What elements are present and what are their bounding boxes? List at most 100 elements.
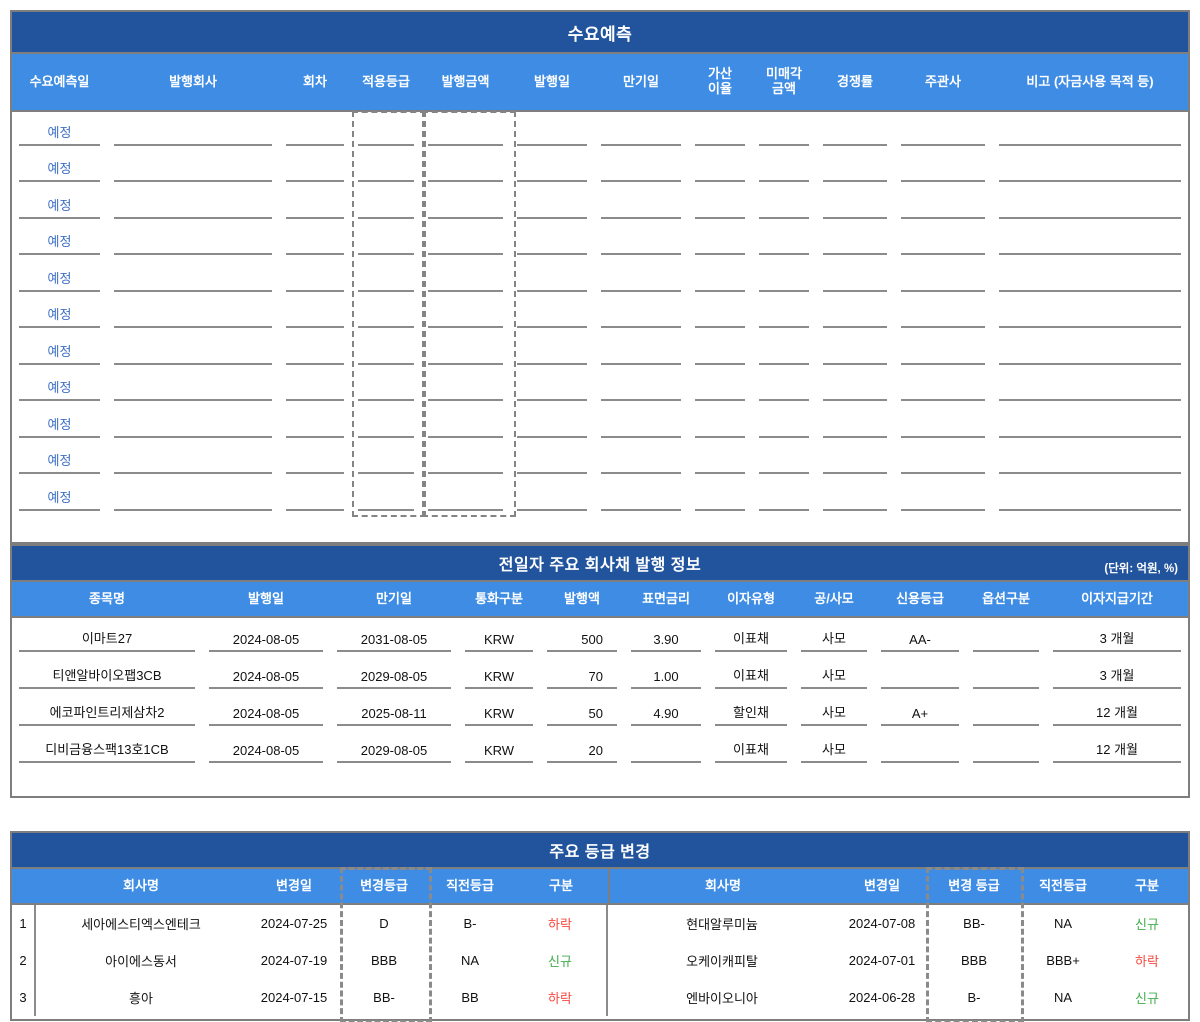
t2-amount-cell: 50: [540, 692, 624, 729]
value: 70: [547, 669, 617, 689]
pending-status: 예정: [19, 158, 100, 183]
t1-cell: [752, 258, 816, 295]
empty-value: [601, 272, 681, 292]
empty-value: [823, 345, 887, 365]
t1-cell: [351, 368, 421, 405]
rating-changes-title: 주요 등급 변경: [12, 833, 1188, 869]
t1-cell: [688, 404, 752, 441]
new-grade: BB-: [963, 916, 985, 931]
t2-bond-name-cell: 이마트27: [12, 618, 202, 655]
t2-currency-cell: KRW: [458, 729, 540, 766]
t2-interest-period-cell: 3 개월: [1046, 655, 1188, 692]
empty-value: [999, 162, 1181, 183]
previous-grade: BBB+: [1046, 953, 1080, 968]
change-type: 하락: [514, 905, 608, 942]
empty-value: [428, 308, 503, 329]
t1-cell: [992, 368, 1188, 405]
value: 12 개월: [1053, 739, 1181, 763]
empty-value: [999, 126, 1181, 146]
t1-cell: [752, 477, 816, 514]
empty-value: [517, 162, 587, 183]
empty-value: [428, 491, 503, 511]
empty-value: [759, 418, 809, 438]
empty-value: [114, 235, 272, 256]
col-header-demand-date: 수요예측일: [29, 73, 90, 89]
col-header-option-type: 옵션구분: [982, 590, 1030, 606]
empty-value: [358, 235, 414, 256]
company-name: 흥아: [129, 991, 153, 1006]
empty-value: [999, 381, 1181, 402]
empty-value: [759, 308, 809, 329]
change-type: 하락: [514, 979, 608, 1016]
t1-cell: [752, 149, 816, 186]
t1-cell: [894, 477, 992, 514]
change-type: 하락: [1135, 954, 1159, 969]
t2-interest-period-cell: 12 개월: [1046, 729, 1188, 766]
t1-cell: [279, 295, 351, 332]
empty-value: [517, 491, 587, 511]
t1-cell: [107, 112, 279, 149]
empty-value: [428, 272, 503, 292]
t1-cell: [992, 404, 1188, 441]
t1-cell: [351, 295, 421, 332]
previous-grade: B-: [463, 916, 477, 931]
empty-value: [601, 345, 681, 365]
empty-value: [114, 491, 272, 511]
demand-forecast-table: 수요예측 수요예측일 발행회사 회차 적용등급 발행금액 발행일 만기일 가산 …: [10, 10, 1190, 544]
value: KRW: [465, 743, 533, 763]
t1-cell: [351, 331, 421, 368]
value: 이표채: [715, 665, 787, 689]
t1-cell: [688, 441, 752, 478]
empty-value: [999, 199, 1181, 219]
value: 사모: [801, 628, 867, 652]
t1-cell: [421, 295, 510, 332]
t2-public-private-cell: 사모: [794, 692, 874, 729]
empty-value: [286, 418, 344, 438]
previous-grade: NA: [1053, 990, 1073, 1005]
empty-value: [358, 199, 414, 219]
col-header-coupon-rate: 표면금리: [642, 590, 690, 606]
empty-value: [517, 272, 587, 292]
empty-value: [901, 345, 985, 365]
value: 4.90: [631, 706, 701, 726]
rating-changes-rows: 1 세아에스티엑스엔테크 2024-07-25 D B- 하락 현대알루미늄 2024-07-…: [12, 905, 1188, 1016]
pending-row: 예정: [12, 185, 1188, 222]
value: 디비금융스팩13호1CB: [19, 739, 195, 763]
t1-cell: [594, 331, 688, 368]
t1-cell: [894, 404, 992, 441]
t1-cell: [894, 222, 992, 259]
pending-row: 예정: [12, 441, 1188, 478]
unit-note: (단위: 억원, %): [1104, 563, 1178, 575]
empty-value: [759, 199, 809, 219]
t1-cell: [510, 149, 594, 186]
pending-status: 예정: [19, 341, 100, 365]
value: 사모: [801, 702, 867, 726]
empty-value: [286, 381, 344, 402]
empty-value: [358, 272, 414, 292]
col-header-public-private: 공/사모: [814, 590, 854, 606]
col-header-change-type-left: 구분: [549, 877, 573, 893]
t2-bond-name-cell: 디비금융스팩13호1CB: [12, 729, 202, 766]
empty-value: [759, 235, 809, 256]
change-type: 신규: [514, 942, 608, 979]
empty-value: [114, 454, 272, 475]
t1-cell: [894, 368, 992, 405]
col-header-issue-date: 발행일: [534, 73, 570, 89]
pending-row: 예정: [12, 149, 1188, 186]
t1-cell: 예정: [12, 331, 107, 368]
empty-value: [286, 235, 344, 256]
empty-value: [286, 162, 344, 183]
rating-changes-body: 회사명 변경일 변경등급 직전등급 구분 회사명 변경일 변경 등급 직전등급 …: [12, 867, 1188, 1022]
company-name: 현대알루미늄: [686, 917, 758, 932]
t1-cell: [107, 368, 279, 405]
t1-cell: [351, 258, 421, 295]
change-date: 2024-07-25: [260, 916, 328, 931]
empty-value: [999, 345, 1181, 365]
empty-value: [601, 126, 681, 146]
t1-cell: [816, 185, 894, 222]
t1-cell: [816, 112, 894, 149]
t2-option-type-cell: [966, 655, 1046, 692]
t2-interest-period-cell: 12 개월: [1046, 692, 1188, 729]
t2-public-private-cell: 사모: [794, 655, 874, 692]
t1-cell: [510, 295, 594, 332]
